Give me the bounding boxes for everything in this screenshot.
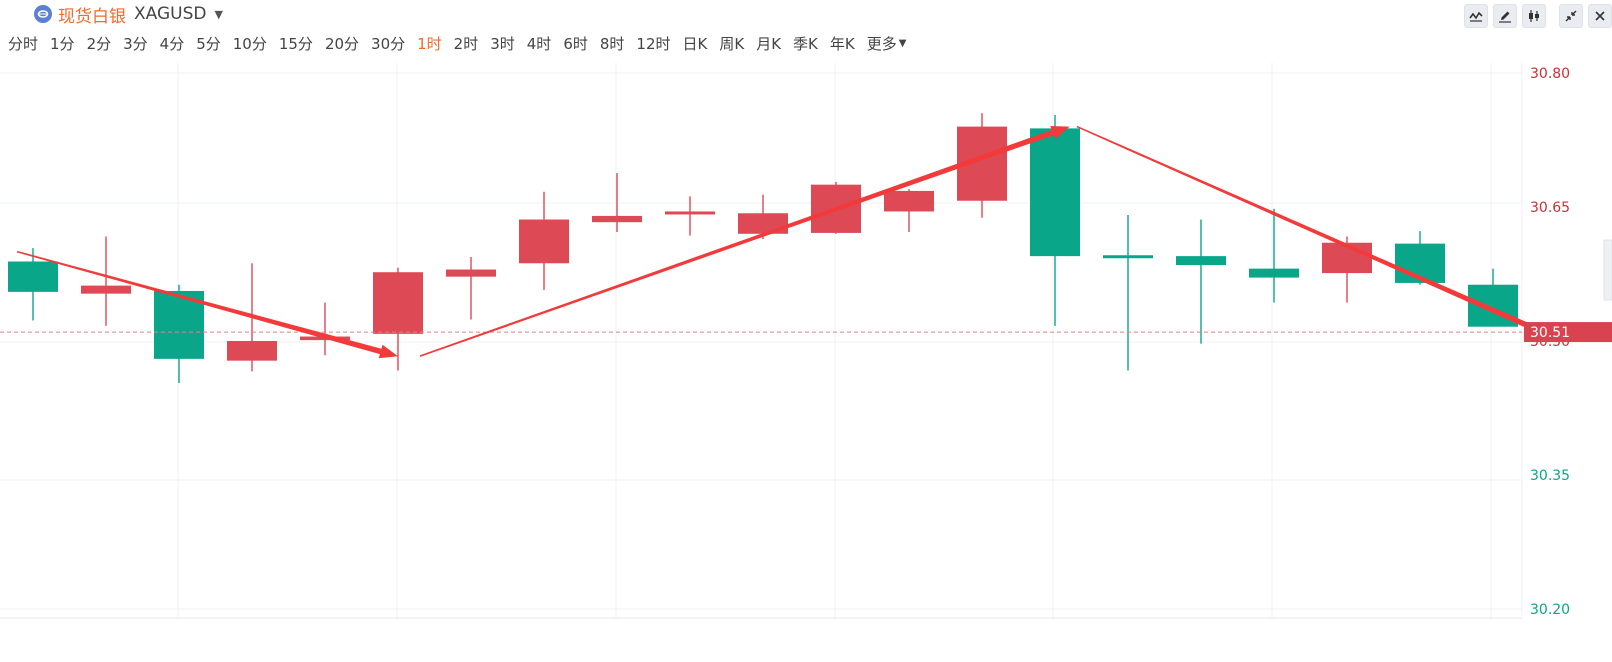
trend-arrows — [16, 125, 1559, 359]
chevron-down-icon[interactable]: ▼ — [214, 7, 223, 21]
candle-body — [665, 211, 715, 215]
period-tab[interactable]: 12时 — [636, 34, 671, 53]
chart-header: 现货白银 XAGUSD ▼ — [0, 0, 1612, 30]
period-tab[interactable]: 6时 — [563, 34, 588, 53]
candle-body — [373, 272, 423, 334]
chart-toolbar — [1464, 4, 1612, 28]
candle-body — [1176, 256, 1226, 266]
symbol-name: 现货白银 — [58, 6, 126, 27]
candle-body — [8, 261, 58, 292]
y-tick-label: 30.35 — [1530, 468, 1570, 484]
period-tab[interactable]: 2时 — [453, 34, 479, 53]
current-price-badge — [1524, 322, 1612, 343]
candles — [8, 113, 1518, 383]
chart-grid — [0, 63, 1523, 619]
pencil-icon[interactable] — [1493, 4, 1517, 28]
candle-body — [81, 285, 131, 294]
period-tab[interactable]: 10分 — [232, 34, 267, 53]
period-tab[interactable]: 20分 — [324, 34, 360, 53]
candle-body — [446, 269, 496, 277]
trend-arrow — [1076, 125, 1559, 340]
period-tab[interactable]: 3分 — [123, 34, 148, 53]
symbol-code: XAGUSD — [134, 4, 207, 24]
period-tab[interactable]: 15分 — [278, 34, 313, 53]
candle-body — [592, 215, 642, 223]
candle-body — [1103, 255, 1153, 259]
current-price-label: 30.51 — [1530, 325, 1570, 341]
close-icon[interactable] — [1588, 4, 1612, 28]
period-tab[interactable]: 2分 — [86, 34, 112, 53]
candle-body — [884, 190, 934, 212]
symbol-selector[interactable]: 现货白银 XAGUSD ▼ — [34, 2, 223, 27]
period-tab[interactable]: 分时 — [8, 34, 39, 53]
period-selector: 分时 1分 2分 3分 4分 5分 10分 15分 20分 30分 1时 2时 3时 4时 6时 8时 12时日… — [8, 32, 918, 54]
period-tab[interactable]: 周K — [719, 34, 745, 53]
trend-arrow — [419, 126, 1070, 357]
period-tab[interactable]: 5分 — [196, 34, 221, 53]
period-tab[interactable]: 4时 — [526, 34, 552, 53]
period-tab[interactable]: 1分 — [50, 34, 75, 53]
trend-arrow — [16, 250, 399, 359]
y-tick-label: 30.65 — [1530, 200, 1570, 216]
candle-body — [1030, 128, 1080, 257]
y-tick-label: 30.20 — [1530, 602, 1570, 618]
scroll-handle — [1603, 239, 1612, 301]
line-chart-icon[interactable] — [1464, 4, 1488, 28]
collapse-icon[interactable] — [1559, 4, 1583, 28]
period-tab[interactable]: 月K — [756, 34, 782, 53]
more-periods-label: 更多 — [866, 34, 897, 53]
more-periods-button[interactable]: 更多 ▼ — [867, 33, 907, 54]
chevron-down-icon: ▼ — [898, 37, 907, 49]
candle-body — [1249, 268, 1299, 278]
period-tab[interactable]: 4分 — [159, 34, 185, 53]
period-tab[interactable]: 3时 — [490, 34, 515, 53]
period-tab[interactable]: 年K — [829, 34, 855, 53]
period-tab[interactable]: 30分 — [371, 34, 406, 53]
period-tab[interactable]: 8时 — [599, 34, 625, 53]
period-tab[interactable]: 季K — [793, 34, 818, 53]
silver-coin-icon — [34, 5, 52, 23]
candlestick-icon[interactable] — [1522, 4, 1546, 28]
period-tab[interactable]: 日K — [682, 34, 708, 53]
period-tab[interactable]: 1时 — [417, 34, 442, 53]
candle-body — [227, 341, 277, 361]
y-tick-label: 30.80 — [1530, 66, 1570, 82]
candle-body — [519, 219, 569, 264]
